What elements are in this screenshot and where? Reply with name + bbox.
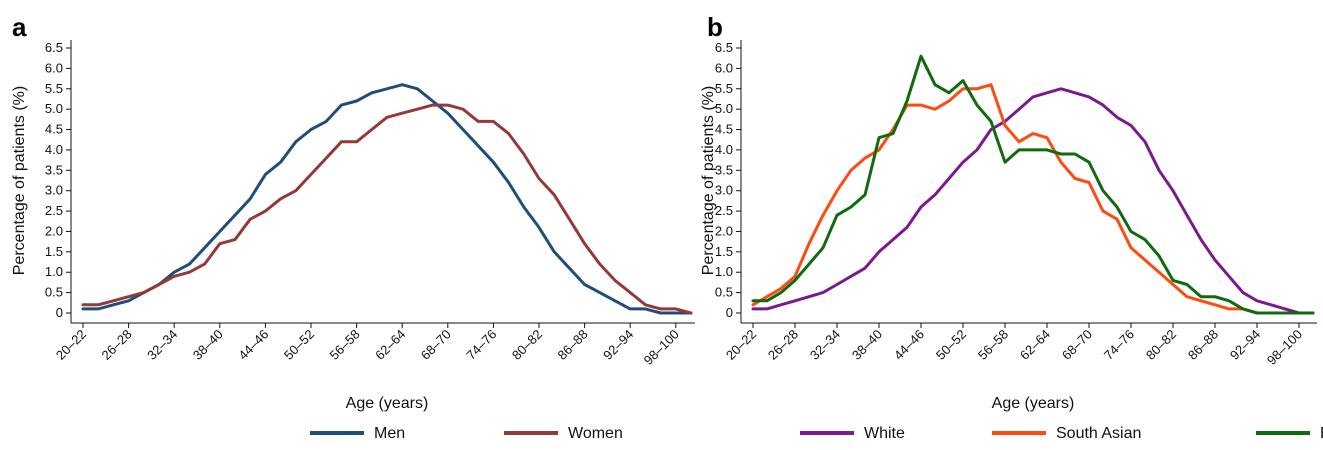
x-tick-label: 68–70 — [418, 327, 454, 363]
y-tick-label: 4.5 — [715, 122, 733, 137]
y-axis-title: Percentage of patients (%) — [700, 86, 717, 275]
x-tick-label: 20–22 — [53, 327, 89, 363]
y-tick-label: 6.5 — [715, 40, 733, 55]
panel-letter: a — [12, 12, 27, 42]
x-tick-label: 80–82 — [509, 327, 545, 363]
x-axis-title: Age (years) — [346, 395, 429, 412]
x-tick-label: 92–94 — [1227, 327, 1263, 363]
x-tick-label: 38–40 — [849, 327, 885, 363]
y-tick-label: 0 — [56, 305, 63, 320]
y-tick-label: 2.5 — [715, 203, 733, 218]
legend-label-black: Black — [1320, 425, 1323, 442]
x-tick-label: 86–88 — [555, 327, 591, 363]
x-tick-label: 92–94 — [600, 327, 636, 363]
legend-label-south-asian: South Asian — [1056, 425, 1141, 442]
y-tick-label: 5.0 — [45, 101, 63, 116]
y-tick-label: 0.5 — [715, 285, 733, 300]
y-axis-title: Percentage of patients (%) — [11, 86, 28, 275]
series-line-black — [751, 54, 1315, 315]
x-tick-label: 80–82 — [1143, 327, 1179, 363]
series-line-men — [81, 83, 693, 315]
x-tick-label: 56–58 — [975, 327, 1011, 363]
y-tick-label: 6.5 — [45, 40, 63, 55]
panel-b: b 0 0.5 1.0 1.5 2.0 2.5 3.0 3.5 4.0 4.5 5.0 5.5 6.0 6.… — [700, 12, 1323, 442]
y-tick-label: 0.5 — [45, 285, 63, 300]
legend-label-white: White — [864, 425, 905, 442]
x-tick-label: 44–46 — [891, 327, 927, 363]
panel-letter: b — [707, 12, 723, 42]
x-tick-label: 32–34 — [807, 327, 843, 363]
x-tick-label: 62–64 — [1017, 327, 1053, 363]
x-tick-label: 98–100 — [641, 327, 682, 368]
y-tick-label: 5.0 — [715, 101, 733, 116]
y-tick-label: 2.5 — [45, 203, 63, 218]
y-tick-label: 4.0 — [715, 142, 733, 157]
x-tick-label: 74–76 — [1101, 327, 1137, 363]
series-line-white — [751, 87, 1315, 315]
x-tick-label: 86–88 — [1185, 327, 1221, 363]
series-line-women — [81, 103, 693, 315]
y-tick-label: 5.5 — [715, 81, 733, 96]
y-tick-label: 3.0 — [715, 183, 733, 198]
x-tick-label: 20–22 — [723, 327, 759, 363]
y-tick-label: 6.0 — [45, 60, 63, 75]
x-tick-label: 26–28 — [99, 327, 135, 363]
x-tick-label: 32–34 — [144, 327, 180, 363]
x-tick-label: 26–28 — [765, 327, 801, 363]
y-tick-label: 1.5 — [45, 244, 63, 259]
y-tick-label: 6.0 — [715, 60, 733, 75]
y-tick-label: 4.5 — [45, 122, 63, 137]
x-tick-label: 74–76 — [463, 327, 499, 363]
panel-a: a 0 0.5 1.0 1.5 2.0 2.5 3.0 3.5 4.0 4.5 5.0 5.5 6.0 6.… — [11, 12, 695, 442]
legend-label-women: Women — [568, 425, 623, 442]
x-tick-label: 50–52 — [933, 327, 969, 363]
x-axis-title: Age (years) — [992, 395, 1075, 412]
y-tick-label: 1.5 — [715, 244, 733, 259]
y-tick-label: 5.5 — [45, 81, 63, 96]
y-tick-label: 1.0 — [45, 264, 63, 279]
y-tick-label: 1.0 — [715, 264, 733, 279]
x-tick-label: 62–64 — [372, 327, 408, 363]
legend-label-men: Men — [374, 425, 405, 442]
y-tick-label: 0 — [726, 305, 733, 320]
x-tick-label: 44–46 — [235, 327, 271, 363]
y-tick-label: 3.5 — [715, 162, 733, 177]
y-tick-label: 3.5 — [45, 162, 63, 177]
x-tick-label: 56–58 — [327, 327, 363, 363]
series-line-south-asian — [751, 83, 1315, 315]
y-tick-label: 4.0 — [45, 142, 63, 157]
x-tick-label: 98–100 — [1264, 327, 1305, 368]
y-tick-label: 2.0 — [45, 223, 63, 238]
y-tick-label: 3.0 — [45, 183, 63, 198]
x-tick-label: 68–70 — [1059, 327, 1095, 363]
y-tick-label: 2.0 — [715, 223, 733, 238]
x-tick-label: 50–52 — [281, 327, 317, 363]
x-tick-label: 38–40 — [190, 327, 226, 363]
